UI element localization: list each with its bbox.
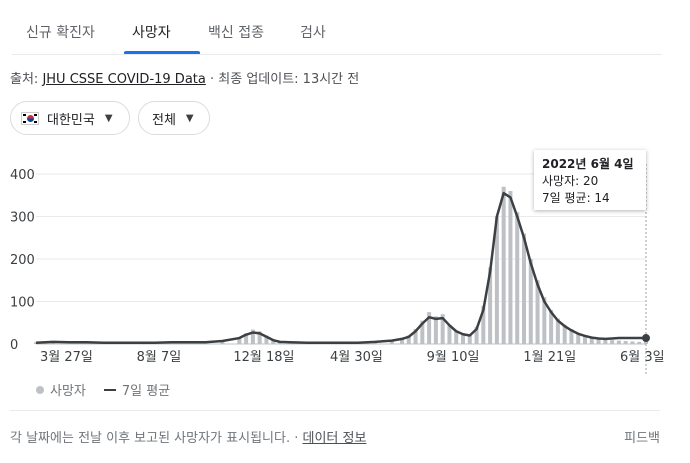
deaths-bar: [623, 341, 628, 344]
deaths-bar: [576, 333, 581, 344]
chart-legend: 사망자 7일 평균: [36, 380, 170, 399]
source-prefix: 출처:: [10, 72, 43, 87]
deaths-bar: [528, 259, 533, 344]
y-tick-label: 300: [10, 211, 35, 226]
deaths-bar: [440, 314, 445, 344]
deaths-bar: [549, 310, 554, 344]
source-separator: ·: [205, 72, 219, 87]
tooltip-date: 2022년 6월 4일: [542, 157, 634, 171]
deaths-bar: [488, 267, 493, 344]
x-tick-label: 12월 18일: [233, 350, 294, 365]
deaths-bar: [589, 337, 594, 344]
legend-deaths-label: 사망자: [50, 384, 86, 399]
deaths-bar: [406, 335, 411, 344]
deaths-bar: [271, 339, 276, 344]
data-source-line: 출처: JHU CSSE COVID-19 Data · 최종 업데이트: 13…: [10, 68, 359, 87]
data-info-link[interactable]: 데이터 정보: [302, 431, 367, 446]
tab-deaths[interactable]: 사망자: [132, 25, 171, 41]
y-tick-label: 100: [10, 296, 35, 311]
footer-divider: [10, 410, 660, 411]
deaths-bar: [637, 341, 642, 344]
x-tick-label: 9월 10일: [427, 350, 480, 365]
deaths-bar: [542, 297, 547, 344]
deaths-bar: [257, 331, 262, 344]
deaths-bar: [447, 324, 452, 344]
x-tick-label: 6월 3일: [620, 350, 665, 365]
tab-vaccinations[interactable]: 백신 접종: [208, 25, 264, 41]
deaths-bar: [535, 280, 540, 344]
deaths-bar: [413, 329, 418, 344]
footer-note-text: 각 날짜에는 전날 이후 보고된 사망자가 표시됩니다.: [10, 431, 291, 446]
tab-testing[interactable]: 검사: [300, 25, 326, 41]
deaths-bar: [555, 318, 560, 344]
deaths-bar: [616, 340, 621, 344]
deaths-bar: [400, 338, 404, 344]
deaths-bar: [474, 327, 479, 344]
footer-separator: ·: [290, 431, 303, 446]
tab-bar: 신규 확진자 사망자 백신 접종 검사: [12, 0, 662, 55]
tooltip-average: 7일 평균: 14: [542, 191, 610, 205]
region-dropdown[interactable]: 대한민국 ▼: [10, 101, 130, 135]
legend-deaths-swatch: [36, 385, 44, 394]
x-tick-label: 1월 21일: [523, 350, 576, 365]
source-link[interactable]: JHU CSSE COVID-19 Data: [42, 72, 206, 87]
scope-dropdown[interactable]: 전체 ▼: [138, 101, 210, 135]
deaths-bar: [420, 320, 425, 344]
deaths-bar: [427, 312, 432, 344]
y-tick-label: 400: [10, 168, 35, 183]
tab-new-cases[interactable]: 신규 확진자: [26, 25, 95, 41]
deaths-chart[interactable]: 0 100 200 300 400 3월 27일 8월 7일 12월 18일 4월 30일 9월 …: [0, 150, 690, 380]
x-tick-label: 8월 7일: [137, 350, 182, 365]
deaths-bar: [508, 191, 513, 344]
deaths-bar: [562, 324, 567, 344]
deaths-bar: [522, 233, 526, 344]
y-tick-label: 0: [10, 338, 18, 353]
deaths-bar: [481, 305, 486, 344]
region-label: 대한민국: [47, 112, 95, 128]
footer-note: 각 날짜에는 전날 이후 보고된 사망자가 표시됩니다. · 데이터 정보: [10, 427, 366, 446]
y-tick-label: 200: [10, 253, 35, 268]
deaths-bar: [237, 337, 242, 344]
feedback-link[interactable]: 피드백: [624, 431, 660, 446]
x-tick-label: 3월 27일: [40, 350, 93, 365]
deaths-bar: [501, 186, 506, 344]
scope-label: 전체: [152, 112, 176, 128]
deaths-bar: [467, 335, 472, 344]
deaths-bar: [610, 340, 615, 344]
deaths-bar: [515, 212, 520, 344]
deaths-bar: [264, 335, 269, 344]
seven-day-average-line: [35, 191, 646, 344]
deaths-bar: [389, 339, 394, 344]
hover-point: [642, 334, 650, 343]
deaths-bar: [461, 333, 465, 344]
x-tick-label: 4월 30일: [330, 350, 383, 365]
deaths-bar: [244, 333, 249, 344]
chart-tooltip: 2022년 6월 4일 사망자: 20 7일 평균: 14: [534, 150, 646, 210]
deaths-bar: [433, 316, 438, 344]
deaths-bar: [494, 216, 499, 344]
deaths-bar: [454, 331, 459, 344]
legend-average-swatch: [103, 388, 116, 391]
tooltip-deaths: 사망자: 20: [542, 174, 599, 188]
deaths-bar: [250, 329, 255, 344]
deaths-bar: [630, 341, 635, 344]
dropdown-caret-icon: ▼: [104, 112, 113, 124]
deaths-bar: [603, 339, 608, 344]
deaths-bar: [569, 329, 574, 344]
south-korea-flag-icon: [21, 111, 39, 125]
deaths-bar: [34, 342, 38, 344]
last-updated: 최종 업데이트: 13시간 전: [218, 72, 360, 87]
dropdown-caret-icon: ▼: [185, 112, 194, 124]
deaths-bar: [583, 335, 587, 344]
legend-average-label: 7일 평균: [121, 384, 171, 399]
deaths-bar: [596, 338, 601, 344]
active-tab-indicator: [124, 51, 200, 54]
